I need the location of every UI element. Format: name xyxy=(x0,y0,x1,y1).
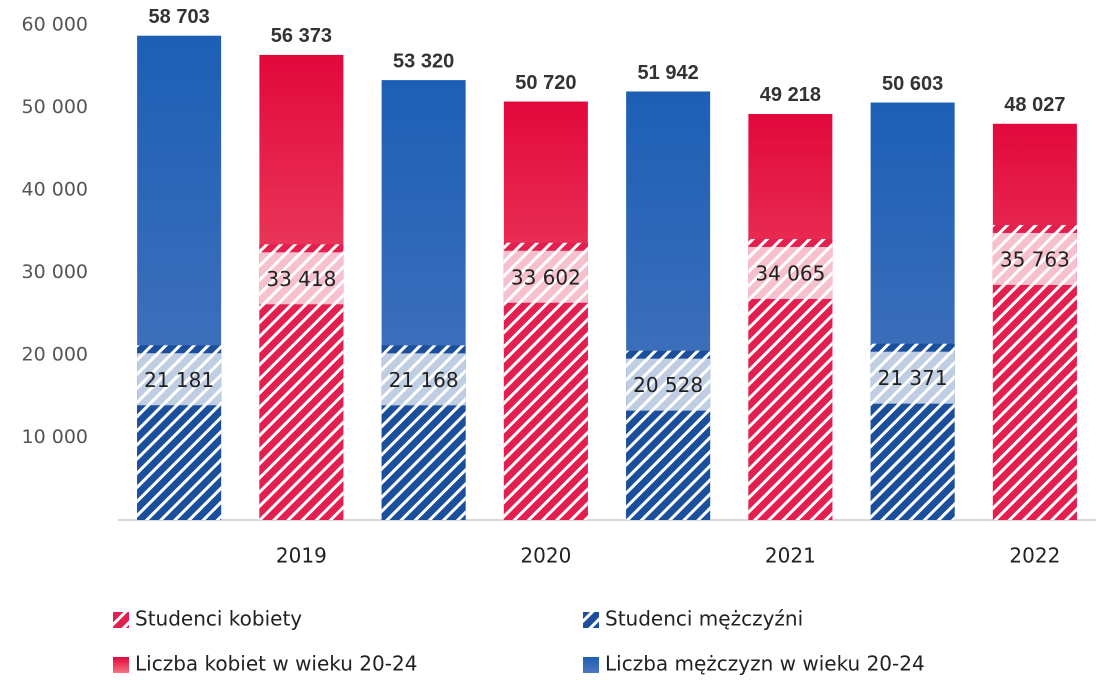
total-label: 56 373 xyxy=(271,25,332,47)
y-tick-label: 20 000 xyxy=(22,344,88,366)
x-tick-label: 2022 xyxy=(1009,544,1060,568)
total-label: 51 942 xyxy=(638,62,699,84)
legend-label: Studenci mężczyźni xyxy=(605,607,803,631)
label-backdrop xyxy=(626,358,711,411)
student-label: 21 168 xyxy=(389,368,459,392)
x-tick-label: 2019 xyxy=(276,544,327,568)
label-backdrop xyxy=(870,351,955,404)
legend-swatch xyxy=(113,612,129,628)
student-label: 35 763 xyxy=(1000,247,1070,271)
legend-swatch xyxy=(583,657,599,673)
label-backdrop xyxy=(748,246,833,299)
legend-label: Liczba mężczyzn w wieku 20-24 xyxy=(605,652,925,676)
student-label: 20 528 xyxy=(633,373,703,397)
x-tick-label: 2021 xyxy=(765,544,816,568)
legend-label: Studenci kobiety xyxy=(135,607,302,631)
student-label: 21 371 xyxy=(878,366,948,390)
total-label: 49 218 xyxy=(760,84,821,106)
x-tick-label: 2020 xyxy=(520,544,571,568)
total-label: 50 603 xyxy=(882,73,943,95)
total-label: 58 703 xyxy=(149,6,210,28)
y-tick-label: 60 000 xyxy=(22,14,88,36)
total-label: 53 320 xyxy=(393,50,454,72)
legend-label: Liczba kobiet w wieku 20-24 xyxy=(135,652,417,676)
total-label: 48 027 xyxy=(1004,94,1065,116)
total-label: 50 720 xyxy=(515,72,576,94)
label-backdrop xyxy=(259,252,344,305)
student-label: 33 602 xyxy=(511,265,581,289)
label-backdrop xyxy=(503,250,588,303)
y-tick-label: 10 000 xyxy=(22,426,88,448)
label-backdrop xyxy=(137,353,222,406)
legend-swatch xyxy=(113,657,129,673)
y-tick-label: 30 000 xyxy=(22,261,88,283)
legend-swatch xyxy=(583,612,599,628)
y-tick-label: 40 000 xyxy=(22,179,88,201)
label-backdrop xyxy=(381,353,466,406)
student-label: 34 065 xyxy=(755,261,825,285)
student-label: 21 181 xyxy=(144,368,214,392)
y-tick-label: 50 000 xyxy=(22,96,88,118)
label-backdrop xyxy=(992,232,1077,285)
student-label: 33 418 xyxy=(266,267,336,291)
